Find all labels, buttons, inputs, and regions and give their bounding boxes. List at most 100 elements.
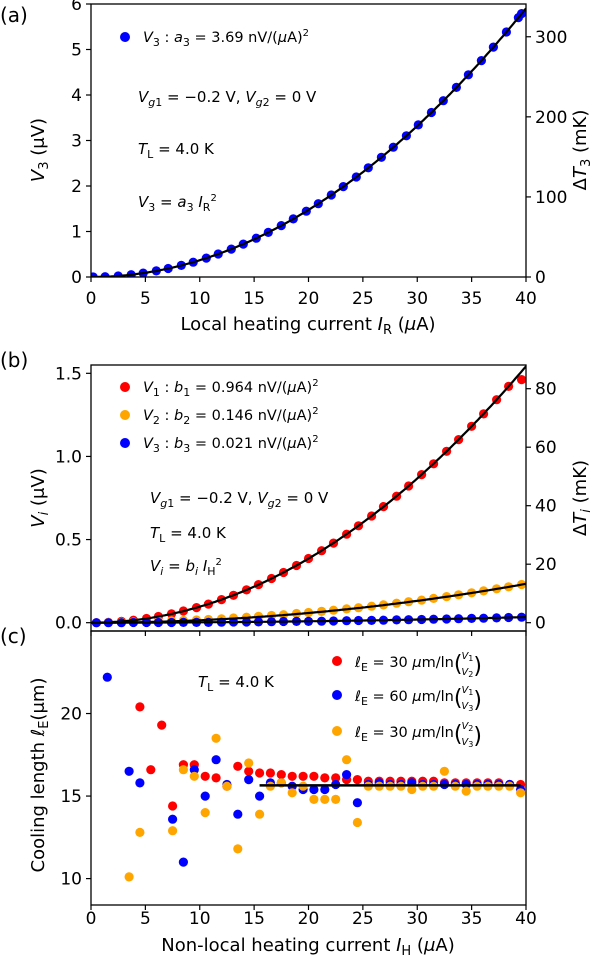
panel-a-temperature-annotation: TL = 4.0 K: [138, 140, 215, 161]
legend-label-v3: V3 : a3 = 3.69 nV/(μA)2: [143, 28, 309, 49]
ytick-label: 10: [60, 870, 82, 890]
legend-label-v2: V2 : b2 = 0.146 nV/(μA)2: [143, 406, 319, 427]
data-point-p2-s0-14: [287, 771, 297, 781]
xtick-label: 0: [86, 909, 97, 929]
data-point-p2-s0-0: [135, 702, 145, 712]
ytick-label: 1: [71, 223, 82, 243]
data-point-p2-s2-0: [124, 872, 134, 882]
data-point-p2-s0-17: [320, 773, 330, 783]
fit-line-p1-2: [91, 616, 526, 624]
data-point-p2-s1-5: [189, 765, 199, 775]
panel-a-gate-annotation: Vg1 = −0.2 V, Vg2 = 0 V: [138, 88, 317, 109]
data-point-p2-s2-6: [211, 733, 221, 743]
xtick-label: 10: [189, 909, 211, 929]
ytick-label: 3: [71, 132, 82, 152]
y2tick-label: 200: [535, 108, 567, 128]
data-point-p2-s0-10: [244, 766, 254, 776]
data-point-p2-s2-34: [516, 788, 526, 798]
data-point-p2-s2-1: [135, 827, 145, 838]
data-point-p2-s2-10: [255, 809, 265, 819]
data-point-p2-s1-19: [342, 770, 352, 780]
xtick-label: 0: [86, 289, 97, 309]
data-point-p2-s0-2: [157, 720, 167, 730]
ytick-label: 0: [71, 268, 82, 288]
fit-line-p0-0: [91, 7, 526, 277]
data-point-p2-s1-3: [168, 814, 178, 824]
xtick-label: 5: [140, 289, 151, 309]
data-point-p2-s2-9: [244, 758, 254, 768]
legend-marker-v1v2: [332, 656, 342, 666]
panel-a-ylabel: V3 (μV): [28, 118, 52, 182]
data-point-p2-s1-7: [211, 755, 221, 765]
data-point-p2-s2-2: [168, 826, 178, 836]
panel-c-ylabel: Cooling length ℓE(μm): [28, 678, 52, 873]
data-point-p2-s1-9: [233, 809, 243, 819]
data-point-p2-s0-15: [298, 771, 308, 781]
data-point-p2-s2-17: [331, 794, 341, 805]
data-point-p2-s2-7: [222, 781, 232, 791]
ytick-label: 1.5: [55, 364, 82, 384]
legend-marker-v1v3: [332, 690, 342, 700]
data-point-p2-s0-6: [200, 771, 210, 781]
data-point-p0-s0-0: [91, 272, 98, 277]
legend-label-v1v2: ℓE = 30 μm/ln(V1 V2): [354, 651, 482, 679]
ytick-label: 5: [71, 41, 82, 61]
data-point-p2-s0-18: [331, 773, 341, 783]
data-point-p2-s0-13: [276, 770, 286, 780]
panel-c-legend: ℓE = 30 μm/ln(V1 V2) ℓE = 60 μm/ln(V1 V3) …: [332, 651, 482, 749]
data-point-p2-s0-16: [309, 771, 319, 781]
panel-c-marks: [102, 672, 526, 882]
panel-a-legend: V3 : a3 = 3.69 nV/(μA)2: [120, 28, 309, 49]
legend-marker-v2: [120, 410, 130, 420]
xtick-label: 20: [298, 909, 320, 929]
panel-b-marks: [91, 365, 526, 628]
panel-b: 0.0 0.5 1.0 1.5 0 20 40 60 80 Vi (μV) ΔTi (mK) V…: [28, 364, 594, 636]
data-point-p2-s0-12: [265, 768, 275, 778]
panel-a-xlabel: Local heating current IR (μA): [180, 314, 435, 338]
ytick-label: 15: [60, 787, 82, 807]
legend-label-v3b: V3 : b3 = 0.021 nV/(μA)2: [143, 434, 319, 455]
data-point-p2-s2-19: [352, 817, 362, 828]
data-point-p2-s0-7: [211, 773, 221, 783]
legend-label-v1v3: ℓE = 60 μm/ln(V1 V3): [354, 685, 482, 713]
panel-label-a: (a): [0, 3, 28, 27]
xtick-label: 30: [406, 289, 428, 309]
xtick-label: 30: [406, 909, 428, 929]
y2tick-label: 60: [535, 438, 557, 458]
panel-a-formula-annotation: V3 = a3 IR2: [138, 193, 217, 214]
data-point-p2-s1-11: [255, 791, 265, 801]
panel-label-b: (b): [0, 348, 28, 372]
panel-c-temperature-annotation: TL = 4.0 K: [198, 673, 275, 694]
xtick-label: 40: [515, 289, 537, 309]
panel-label-c: (c): [0, 624, 27, 648]
data-point-p2-s2-18: [342, 755, 352, 765]
y2tick-label: 100: [535, 188, 567, 208]
ytick-label: 0.5: [55, 531, 82, 551]
panel-c-ticks: 0 5 10 15 20 25 30 35 40 10 15 20: [60, 705, 536, 929]
data-point-p2-s2-4: [189, 771, 199, 781]
xtick-label: 5: [140, 909, 151, 929]
panel-c: 0 5 10 15 20 25 30 35 40 10 15 20 Non-local heating…: [28, 630, 537, 955]
xtick-label: 35: [461, 289, 483, 309]
data-point-p2-s1-4: [178, 857, 188, 867]
data-point-p2-s2-16: [320, 794, 330, 805]
y2tick-label: 40: [535, 497, 557, 517]
xtick-label: 20: [298, 289, 320, 309]
panel-a-marks: [91, 7, 526, 277]
xtick-label: 25: [352, 289, 374, 309]
data-point-p2-s2-27: [439, 766, 449, 776]
panel-b-gate-annotation: Vg1 = −0.2 V, Vg2 = 0 V: [150, 489, 329, 510]
panel-b-ylabel: Vi (μV): [28, 468, 52, 528]
data-point-p2-s2-3: [178, 765, 188, 775]
data-point-p2-s0-9: [233, 761, 243, 771]
data-point-p2-s2-8: [233, 844, 243, 854]
data-point-p2-s1-17: [320, 784, 330, 795]
panel-b-ylabel-right: ΔTi (mK): [570, 460, 594, 536]
data-point-p2-s2-29: [461, 786, 471, 796]
legend-label-v1: V1 : b1 = 0.964 nV/(μA)2: [143, 378, 319, 399]
data-point-p2-s0-11: [255, 768, 265, 778]
y2tick-label: 0: [535, 614, 546, 634]
